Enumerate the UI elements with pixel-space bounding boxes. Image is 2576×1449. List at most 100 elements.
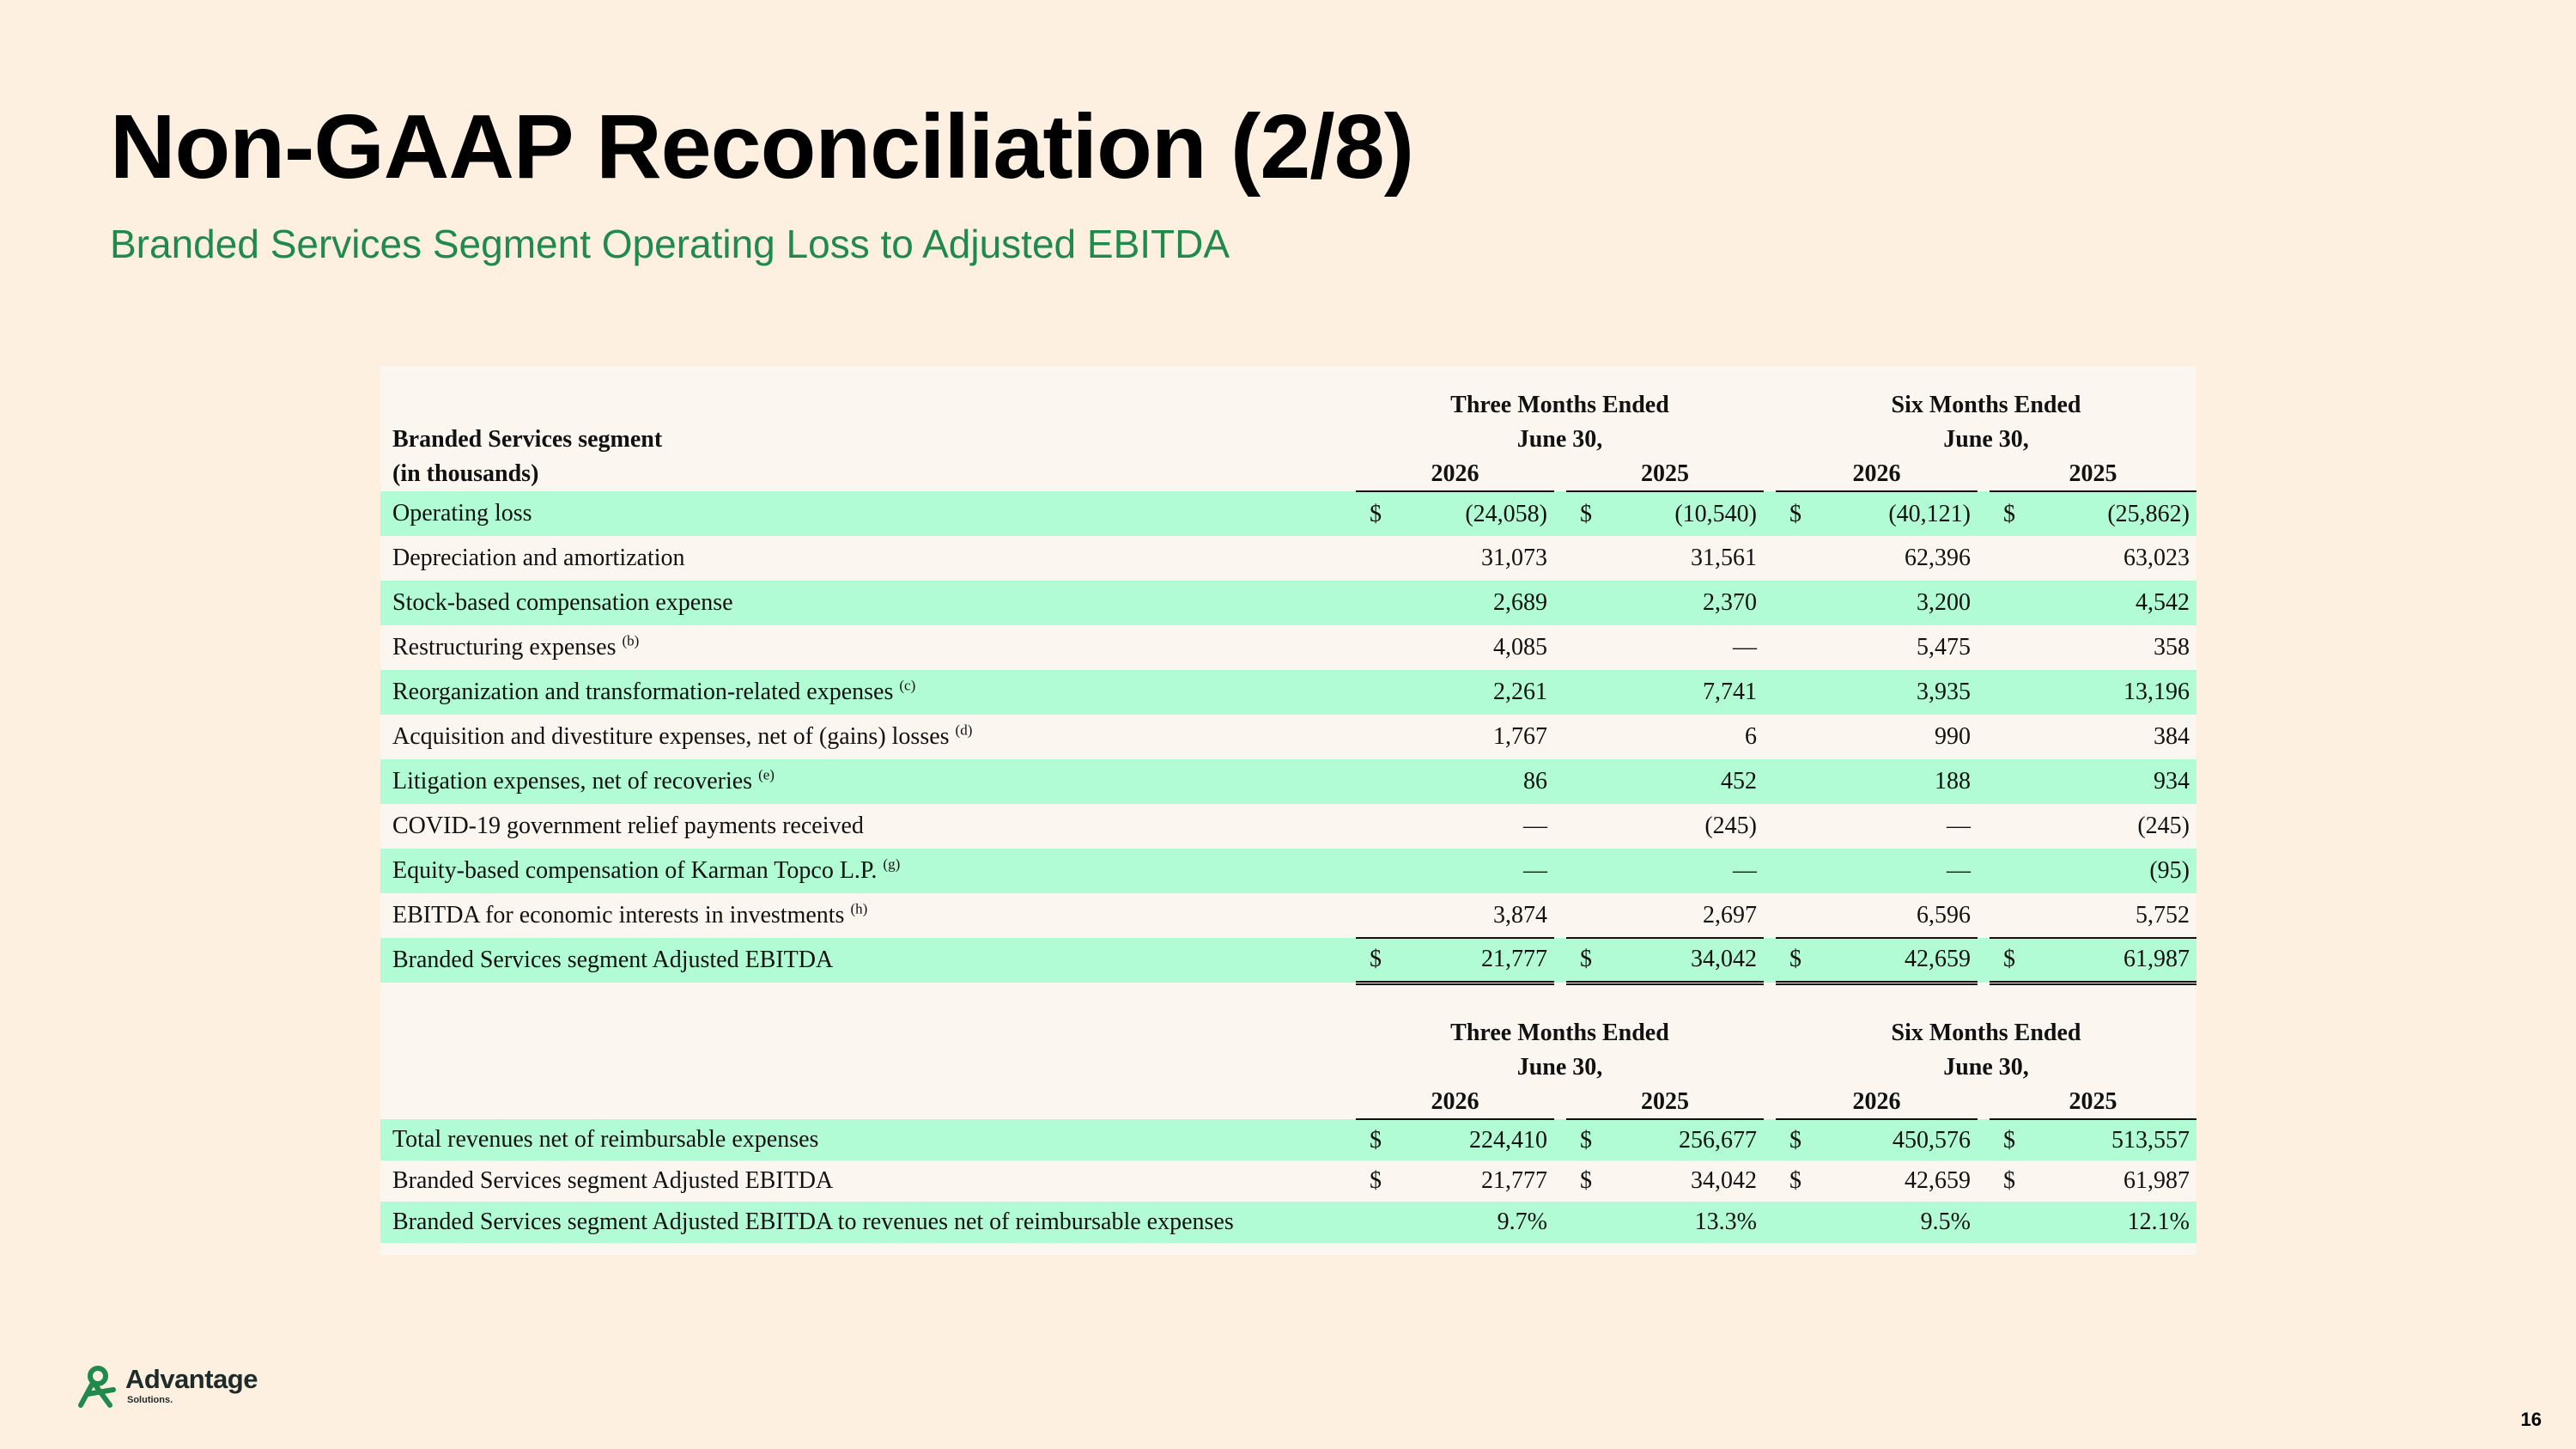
column-gap <box>1554 581 1566 625</box>
table-row: Branded Services segment Adjusted EBITDA… <box>380 1202 2196 1243</box>
currency-symbol: $ <box>1566 938 1601 985</box>
table-row: Litigation expenses, net of recoveries (… <box>380 759 2196 804</box>
value-cell: 31,561 <box>1691 545 1757 571</box>
value-cell: — <box>1947 813 1971 839</box>
value-cell: 358 <box>2154 634 2190 661</box>
currency-symbol <box>1990 625 2024 670</box>
value-cell: — <box>1733 634 1757 661</box>
column-gap <box>1554 491 1566 536</box>
column-gap <box>1554 938 1566 983</box>
value-cell: 990 <box>1935 723 1971 750</box>
year-header: 2025 <box>1566 1085 1764 1120</box>
column-gap <box>1554 715 1566 759</box>
column-gap <box>1978 849 1990 893</box>
row-label: COVID-19 government relief payments rece… <box>380 804 1356 849</box>
row-label: Stock-based compensation expense <box>380 581 1356 625</box>
reconciliation-tables: Three Months Ended Six Months Ended Bran… <box>380 366 2196 1255</box>
value-cell: 2,689 <box>1493 589 1547 616</box>
adjusted-ebitda-reconciliation-table: Three Months Ended Six Months Ended Bran… <box>380 388 2196 985</box>
table-row: EBITDA for economic interests in investm… <box>380 893 2196 939</box>
table-row: Stock-based compensation expense 2,689 2,3… <box>380 581 2196 625</box>
year-header: 2026 <box>1356 1085 1554 1120</box>
currency-symbol <box>1776 715 1810 759</box>
column-gap <box>1764 491 1776 536</box>
currency-symbol <box>1356 581 1390 625</box>
row-label-text: Total revenues net of reimbursable expen… <box>392 1126 819 1153</box>
value-cell: 12.1% <box>2127 1209 2190 1235</box>
value-cell: (95) <box>2149 857 2190 884</box>
currency-symbol: $ <box>1990 938 2024 985</box>
three-months-header: Three Months Ended <box>1450 392 1669 418</box>
currency-symbol <box>1776 849 1810 893</box>
footnote-marker: (d) <box>955 721 973 739</box>
table-row: Operating loss $ (24,058) $ (10,540) $ (40,121… <box>380 491 2196 536</box>
currency-symbol <box>1776 581 1810 625</box>
value-cell: (40,121) <box>1888 500 1971 527</box>
currency-symbol <box>1776 1202 1810 1243</box>
value-cell: 3,200 <box>1917 589 1971 616</box>
value-cell: — <box>1523 813 1547 839</box>
year-header: 2025 <box>1990 457 2196 492</box>
currency-symbol <box>1990 1202 2024 1243</box>
header-row-period: Three Months Ended Six Months Ended <box>380 388 2196 423</box>
value-cell: 2,261 <box>1493 679 1547 705</box>
page-title: Non-GAAP Reconciliation (2/8) <box>110 96 1414 198</box>
row-label-text: EBITDA for economic interests in investm… <box>392 902 845 928</box>
value-cell: 6,596 <box>1810 893 1978 939</box>
column-gap <box>1554 849 1566 893</box>
column-gap <box>1554 759 1566 804</box>
column-gap <box>1554 625 1566 670</box>
table-row: COVID-19 government relief payments rece… <box>380 804 2196 849</box>
currency-symbol: $ <box>2003 500 2015 527</box>
table-row: Reorganization and transformation-relate… <box>380 670 2196 715</box>
column-gap <box>1978 715 1990 759</box>
currency-symbol <box>1990 759 2024 804</box>
row-label: Litigation expenses, net of recoveries (… <box>380 759 1356 804</box>
currency-symbol: $ <box>1776 938 1810 985</box>
value-cell: 61,987 <box>2123 1167 2190 1194</box>
row-label: Depreciation and amortization <box>380 536 1356 581</box>
currency-symbol <box>1776 625 1810 670</box>
adjusted-ebitda-margin-table: Three Months Ended Six Months Ended June… <box>380 1016 2196 1243</box>
currency-symbol <box>1776 893 1810 939</box>
value-cell: 34,042 <box>1601 938 1764 985</box>
table-row: Total revenues net of reimbursable expen… <box>380 1119 2196 1160</box>
column-gap <box>1554 893 1566 938</box>
row-label-text: Operating loss <box>392 500 532 527</box>
currency-symbol <box>1356 804 1390 849</box>
value-cell: 4,085 <box>1493 634 1547 661</box>
column-gap <box>1978 536 1990 581</box>
table-row: Branded Services segment Adjusted EBITDA… <box>380 938 2196 985</box>
six-months-date: June 30, <box>1943 1054 2029 1081</box>
column-gap <box>1978 625 1990 670</box>
value-cell: 452 <box>1721 768 1757 795</box>
currency-symbol <box>1776 759 1810 804</box>
year-header: 2026 <box>1776 457 1978 492</box>
table-row: Branded Services segment Adjusted EBITDA… <box>380 1160 2196 1202</box>
column-gap <box>1978 581 1990 625</box>
footnote-marker: (e) <box>758 766 775 783</box>
currency-symbol <box>1356 670 1390 715</box>
year-header: 2025 <box>1566 457 1764 492</box>
advantage-logo-icon <box>78 1366 116 1408</box>
value-cell: 5,475 <box>1917 634 1971 661</box>
value-cell: 21,777 <box>1481 1167 1547 1194</box>
column-gap <box>1554 670 1566 715</box>
value-cell: 513,557 <box>2111 1126 2190 1154</box>
value-cell: 4,542 <box>2136 589 2190 616</box>
row-label: Branded Services segment Adjusted EBITDA… <box>380 1202 1356 1243</box>
header-row-date: Branded Services segment June 30, June 3… <box>380 423 2196 457</box>
row-label-text: Branded Services segment Adjusted EBITDA… <box>392 1209 1234 1235</box>
column-gap <box>1554 804 1566 849</box>
currency-symbol <box>1990 715 2024 759</box>
column-gap <box>1764 1202 1776 1243</box>
row-label: Restructuring expenses (b) <box>380 625 1356 670</box>
row-label-text: Reorganization and transformation-relate… <box>392 679 894 705</box>
currency-symbol: $ <box>2003 1167 2015 1194</box>
currency-symbol: $ <box>1580 500 1592 527</box>
value-cell: 62,396 <box>1905 545 1971 571</box>
column-gap <box>1764 536 1776 581</box>
currency-symbol <box>1566 581 1601 625</box>
page-subtitle: Branded Services Segment Operating Loss … <box>110 222 1230 266</box>
year-header: 2025 <box>1990 1085 2196 1120</box>
